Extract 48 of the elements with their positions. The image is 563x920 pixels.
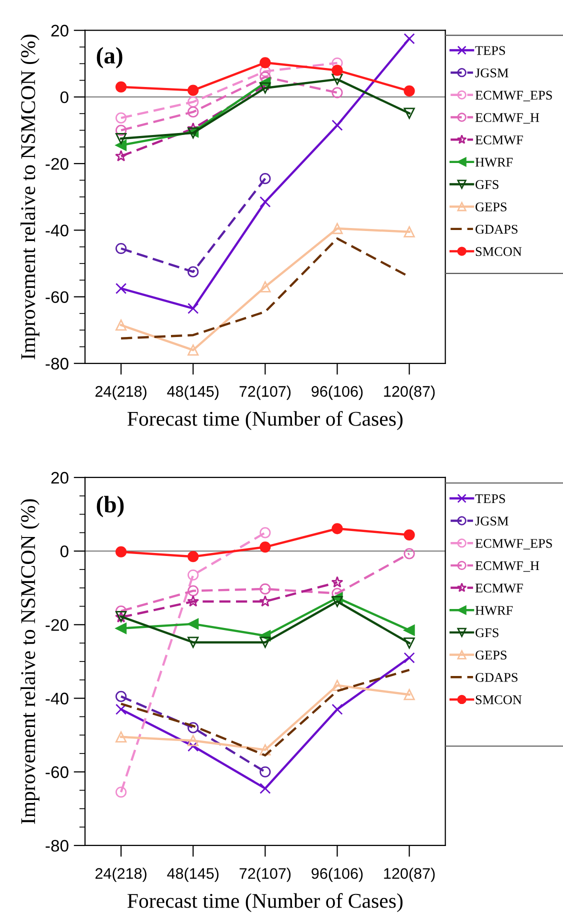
legend-label: TEPS: [475, 494, 505, 504]
y-tick-label: -40: [46, 692, 68, 704]
legend-label: ECMWF: [475, 584, 523, 593]
y-tick-label: -20: [46, 158, 68, 170]
text: (a): [96, 47, 122, 68]
legend-label: SMCON: [476, 695, 522, 704]
y-axis-title: Improvement relaive to NSMCON (%): [20, 34, 40, 360]
x-tick-label: 48(145): [167, 386, 218, 400]
y-tick-label: -20: [46, 619, 68, 631]
legend-label: GFS: [476, 628, 498, 638]
y-tick-label: 20: [51, 24, 68, 37]
x-axis-title: Forecast time (Number of Cases): [128, 410, 403, 430]
y-tick-label: -80: [46, 358, 68, 370]
text: (b): [96, 496, 124, 518]
x-tick-label: 120(87): [384, 868, 435, 882]
legend-label: ECMWF_H: [475, 113, 540, 124]
legend-label: ECMWF: [475, 135, 523, 144]
legend-label: GEPS: [476, 650, 506, 660]
legend-label: GDAPS: [476, 673, 518, 682]
y-tick-label: -80: [46, 840, 68, 852]
legend-label: GEPS: [476, 202, 506, 212]
x-tick-label: 72(107): [240, 386, 291, 400]
x-tick-label: 96(106): [312, 386, 363, 400]
y-axis-title: Improvement relaive to NSMCON (%): [20, 499, 40, 824]
legend-label: HWRF: [475, 158, 513, 167]
legend-label: TEPS: [475, 46, 505, 55]
y-tick-label: -40: [46, 224, 68, 236]
legend-label: JGSM: [475, 68, 508, 78]
x-axis-title: Forecast time (Number of Cases): [128, 893, 403, 912]
legend-label: HWRF: [475, 606, 513, 615]
x-tick-label: 48(145): [167, 868, 218, 882]
legend-label: JGSM: [475, 516, 508, 526]
x-tick-label: 24(218): [95, 386, 146, 400]
legend-label: GDAPS: [476, 224, 518, 234]
x-tick-label: 72(107): [240, 868, 291, 882]
legend-label: ECMWF_H: [475, 561, 540, 572]
y-tick-label: 20: [51, 472, 68, 484]
y-tick-label: 0: [60, 91, 68, 104]
x-tick-label: 96(106): [312, 868, 363, 882]
legend-label: SMCON: [476, 247, 522, 256]
legend-label: ECMWF_EPS: [475, 538, 552, 550]
y-tick-label: -60: [46, 291, 68, 303]
y-tick-label: 0: [60, 545, 68, 558]
x-tick-label: 120(87): [384, 386, 435, 400]
x-tick-label: 24(218): [95, 868, 146, 882]
legend-label: GFS: [476, 180, 498, 190]
legend-label: ECMWF_EPS: [475, 90, 552, 102]
y-tick-label: -60: [46, 766, 68, 778]
